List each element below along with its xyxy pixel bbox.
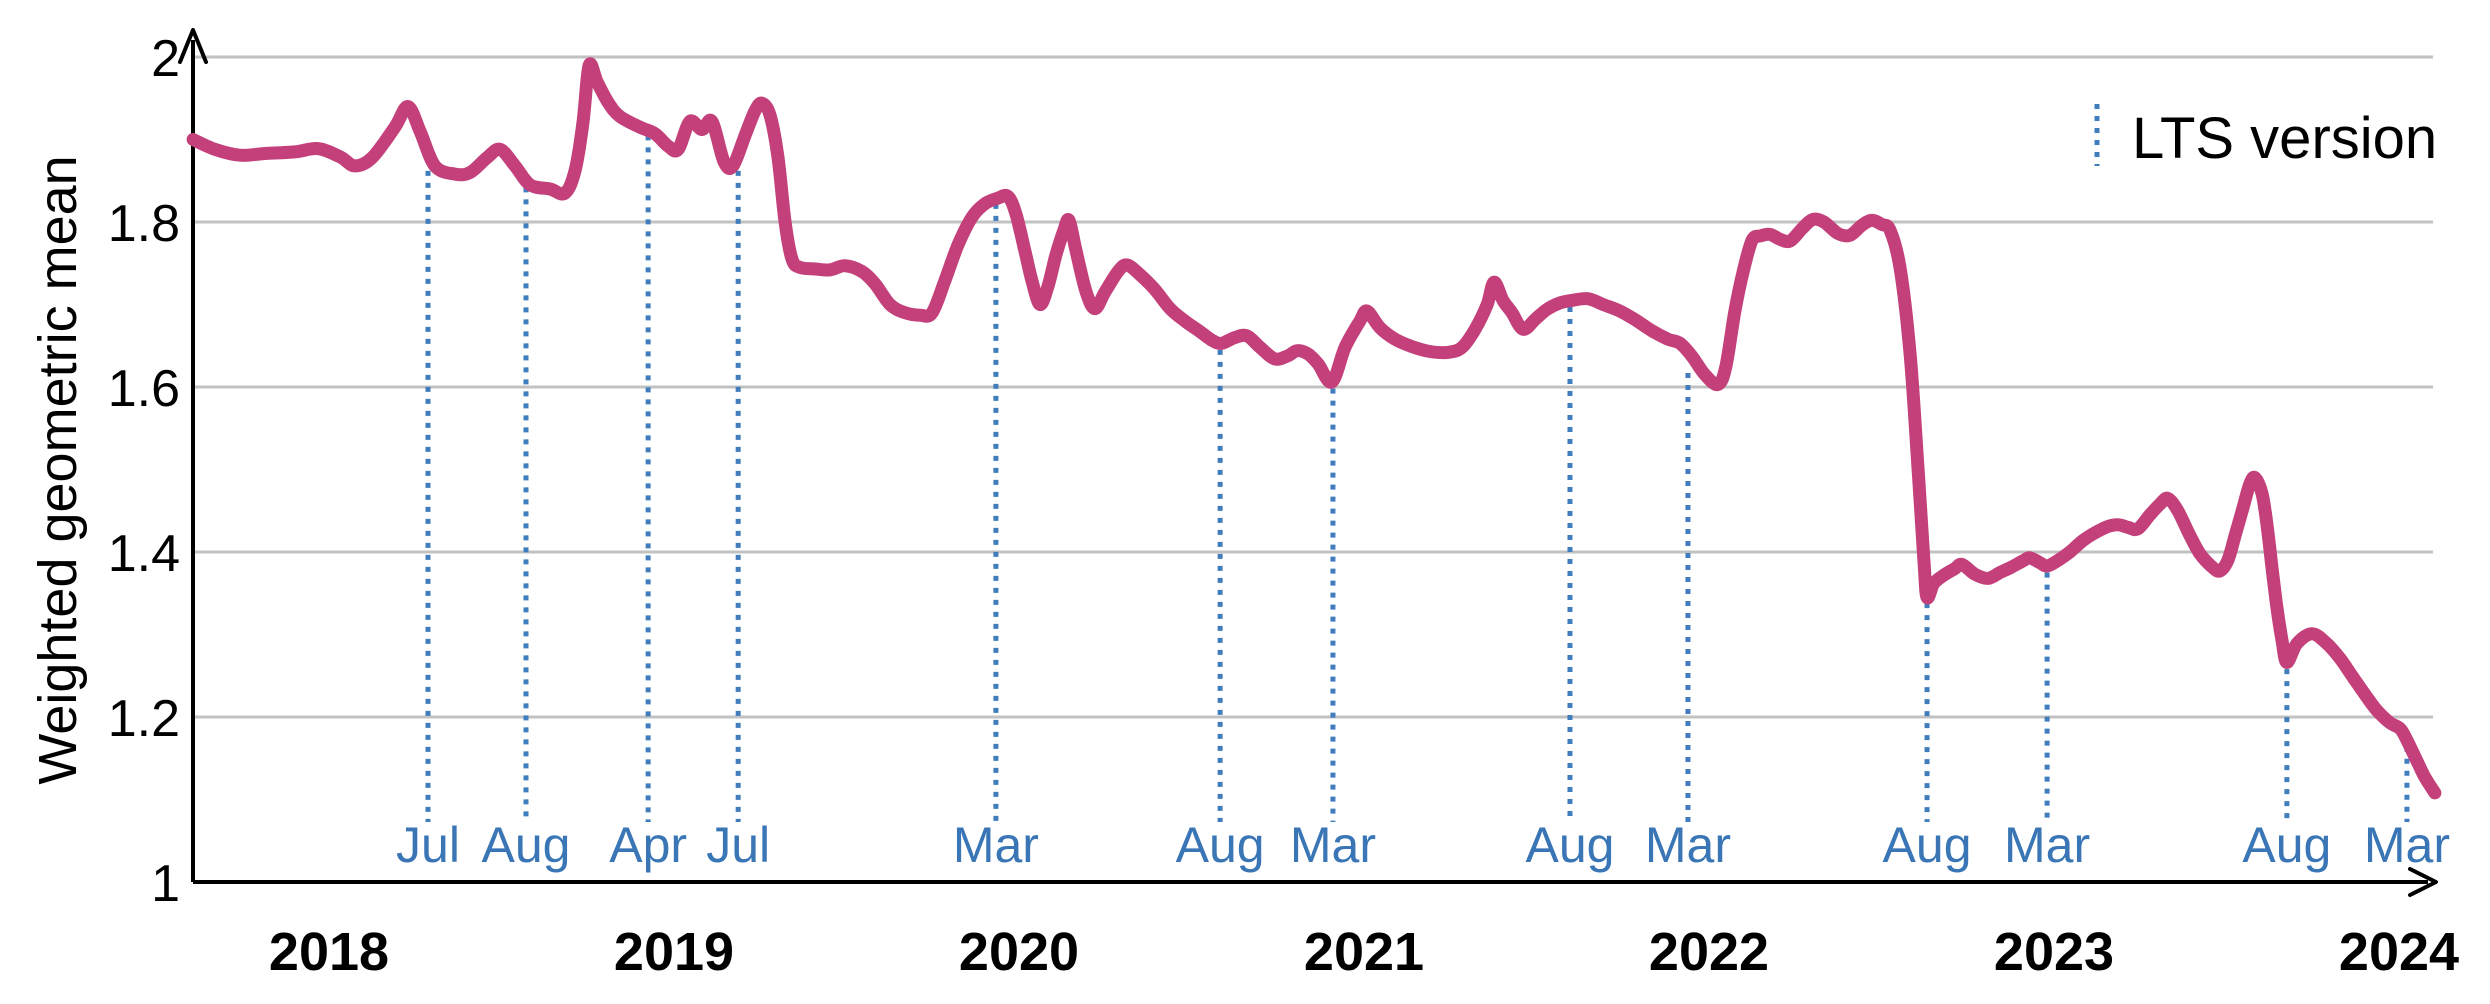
- x-tick-label: 2022: [1649, 922, 1769, 982]
- y-tick-label: 1.6: [108, 360, 180, 418]
- x-tick-label: 2019: [614, 922, 734, 982]
- x-tick-label: 2023: [1994, 922, 2114, 982]
- x-tick-label: 2024: [2339, 922, 2459, 982]
- lts-month-label: Mar: [2004, 817, 2090, 873]
- series-line: [186, 57, 2442, 800]
- lts-month-label: Mar: [953, 817, 1039, 873]
- lts-month-label: Aug: [1883, 817, 1972, 873]
- lts-month-label: Mar: [1645, 817, 1731, 873]
- y-axis-arrow-icon: [178, 28, 208, 64]
- lts-month-label: Mar: [2364, 817, 2450, 873]
- x-tick-label: 2020: [959, 922, 1079, 982]
- y-tick-label: 1: [151, 855, 180, 913]
- lts-month-label: Apr: [609, 817, 687, 873]
- y-tick-label: 1.4: [108, 525, 180, 583]
- legend-label: LTS version: [2132, 106, 2437, 171]
- lts-month-label: Aug: [1525, 817, 1614, 873]
- x-tick-label: 2018: [269, 922, 389, 982]
- x-axis-arrow-icon: [2408, 867, 2438, 897]
- y-tick-label: 1.2: [108, 690, 180, 748]
- x-tick-label: 2021: [1304, 922, 1424, 982]
- y-tick-label: 1.8: [108, 195, 180, 253]
- lts-month-label: Aug: [482, 817, 571, 873]
- lts-month-label: Mar: [1290, 817, 1376, 873]
- lts-month-label: Aug: [1176, 817, 1265, 873]
- y-axis-title: Weighted geometric mean: [28, 155, 88, 784]
- lts-month-label: Jul: [396, 817, 460, 873]
- y-tick-label: 2: [151, 30, 180, 88]
- lts-month-label: Jul: [706, 817, 770, 873]
- lts-month-label: Aug: [2242, 817, 2331, 873]
